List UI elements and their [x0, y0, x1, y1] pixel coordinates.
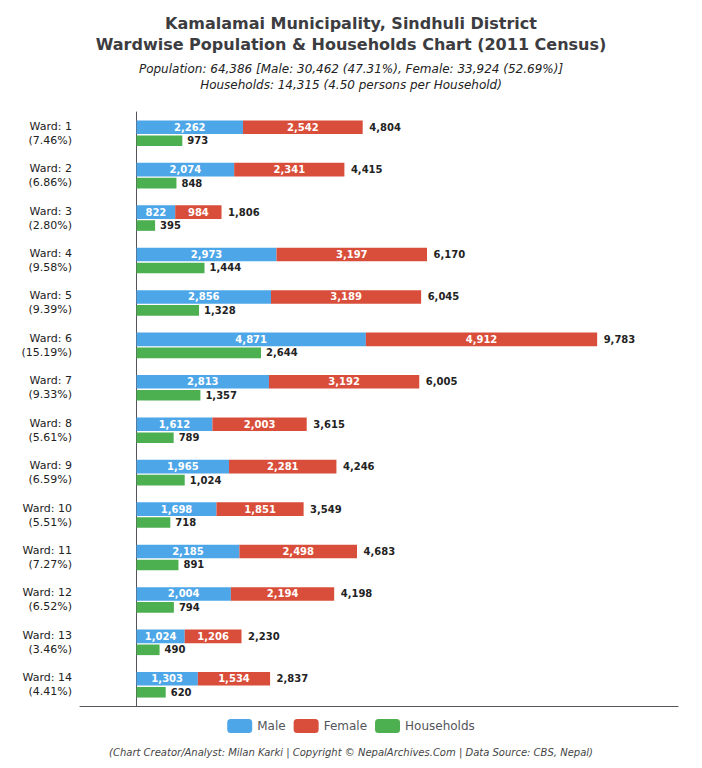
svg-text:4,804: 4,804 [369, 122, 401, 133]
svg-text:(7.27%): (7.27%) [28, 558, 72, 571]
svg-text:Ward: 14: Ward: 14 [23, 671, 72, 684]
svg-text:2,973: 2,973 [191, 249, 223, 260]
svg-text:6,170: 6,170 [434, 249, 466, 260]
svg-text:4,683: 4,683 [364, 546, 396, 557]
svg-text:Ward: 4: Ward: 4 [30, 247, 72, 260]
svg-text:1,851: 1,851 [244, 504, 276, 515]
svg-text:(9.39%): (9.39%) [28, 303, 72, 316]
svg-text:3,192: 3,192 [328, 376, 360, 387]
svg-text:Kamalamai Municipality, Sindhu: Kamalamai Municipality, Sindhuli Distric… [165, 14, 537, 33]
svg-text:(7.46%): (7.46%) [28, 134, 72, 147]
svg-text:1,698: 1,698 [161, 504, 193, 515]
svg-text:891: 891 [183, 559, 204, 570]
svg-text:1,444: 1,444 [209, 262, 241, 273]
svg-text:Ward: 12: Ward: 12 [23, 586, 72, 599]
svg-text:Households: Households [405, 719, 475, 733]
svg-text:9,783: 9,783 [604, 334, 636, 345]
svg-text:1,612: 1,612 [159, 419, 191, 430]
svg-text:973: 973 [187, 135, 208, 146]
svg-text:395: 395 [160, 220, 181, 231]
svg-text:2,281: 2,281 [267, 461, 299, 472]
svg-text:(6.59%): (6.59%) [28, 473, 72, 486]
svg-text:1,024: 1,024 [190, 475, 222, 486]
svg-text:2,003: 2,003 [244, 419, 276, 430]
svg-text:2,185: 2,185 [172, 546, 204, 557]
svg-text:848: 848 [181, 178, 202, 189]
svg-text:(Chart Creator/Analyst: Milan: (Chart Creator/Analyst: Milan Karki | Co… [109, 747, 593, 759]
svg-text:1,328: 1,328 [204, 305, 236, 316]
svg-text:2,230: 2,230 [248, 631, 280, 642]
svg-text:Population: 64,386 [Male: 30,4: Population: 64,386 [Male: 30,462 (47.31%… [139, 62, 563, 76]
svg-text:Ward: 5: Ward: 5 [30, 289, 72, 302]
svg-text:(9.33%): (9.33%) [28, 388, 72, 401]
svg-text:490: 490 [165, 644, 186, 655]
svg-text:Ward: 3: Ward: 3 [30, 205, 72, 218]
svg-text:794: 794 [179, 602, 200, 613]
svg-text:(2.80%): (2.80%) [28, 219, 72, 232]
svg-text:3,197: 3,197 [336, 249, 368, 260]
svg-text:2,542: 2,542 [287, 122, 319, 133]
svg-text:(3.46%): (3.46%) [28, 643, 72, 656]
svg-text:(9.58%): (9.58%) [28, 261, 72, 274]
svg-text:718: 718 [175, 517, 196, 528]
svg-text:1,965: 1,965 [167, 461, 199, 472]
svg-text:(6.86%): (6.86%) [28, 176, 72, 189]
svg-text:4,415: 4,415 [351, 164, 383, 175]
svg-text:4,198: 4,198 [341, 588, 373, 599]
svg-text:Ward: 1: Ward: 1 [30, 120, 72, 133]
svg-text:3,615: 3,615 [313, 419, 345, 430]
svg-text:2,262: 2,262 [174, 122, 206, 133]
svg-text:2,837: 2,837 [277, 673, 309, 684]
svg-text:(4.41%): (4.41%) [28, 685, 72, 698]
svg-text:Ward: 13: Ward: 13 [23, 629, 72, 642]
svg-text:1,206: 1,206 [197, 631, 229, 642]
svg-text:620: 620 [171, 687, 192, 698]
svg-text:(5.51%): (5.51%) [28, 516, 72, 529]
svg-text:4,246: 4,246 [343, 461, 375, 472]
svg-text:984: 984 [188, 207, 209, 218]
svg-text:Wardwise Population & Househol: Wardwise Population & Households Chart (… [96, 35, 607, 54]
svg-text:2,498: 2,498 [282, 546, 314, 557]
svg-text:4,912: 4,912 [466, 334, 498, 345]
svg-text:2,813: 2,813 [187, 376, 219, 387]
svg-text:Female: Female [324, 719, 367, 733]
svg-text:2,856: 2,856 [188, 291, 220, 302]
svg-text:Ward: 7: Ward: 7 [30, 374, 72, 387]
svg-text:4,871: 4,871 [235, 334, 267, 345]
svg-text:1,357: 1,357 [205, 390, 237, 401]
svg-text:789: 789 [179, 432, 200, 443]
svg-text:822: 822 [145, 207, 166, 218]
svg-text:Ward: 2: Ward: 2 [30, 162, 72, 175]
svg-text:(5.61%): (5.61%) [28, 431, 72, 444]
svg-text:Ward: 8: Ward: 8 [30, 417, 72, 430]
svg-text:2,004: 2,004 [168, 588, 200, 599]
svg-text:6,045: 6,045 [428, 291, 460, 302]
svg-text:Ward: 6: Ward: 6 [30, 332, 72, 345]
svg-text:Ward: 11: Ward: 11 [23, 544, 72, 557]
svg-text:3,549: 3,549 [310, 504, 342, 515]
svg-text:Ward: 9: Ward: 9 [30, 459, 72, 472]
svg-text:Households: 14,315 (4.50 perso: Households: 14,315 (4.50 persons per Hou… [200, 78, 502, 92]
svg-text:1,806: 1,806 [228, 207, 260, 218]
svg-text:Ward: 10: Ward: 10 [23, 502, 72, 515]
svg-text:1,534: 1,534 [218, 673, 250, 684]
svg-text:2,074: 2,074 [170, 164, 202, 175]
svg-text:(15.19%): (15.19%) [21, 346, 72, 359]
svg-text:Male: Male [257, 719, 285, 733]
svg-text:3,189: 3,189 [330, 291, 362, 302]
svg-text:1,303: 1,303 [151, 673, 183, 684]
svg-text:(6.52%): (6.52%) [28, 600, 72, 613]
svg-text:1,024: 1,024 [145, 631, 177, 642]
svg-text:6,005: 6,005 [426, 376, 458, 387]
svg-text:2,644: 2,644 [266, 347, 298, 358]
svg-text:2,194: 2,194 [267, 588, 299, 599]
svg-text:2,341: 2,341 [273, 164, 305, 175]
